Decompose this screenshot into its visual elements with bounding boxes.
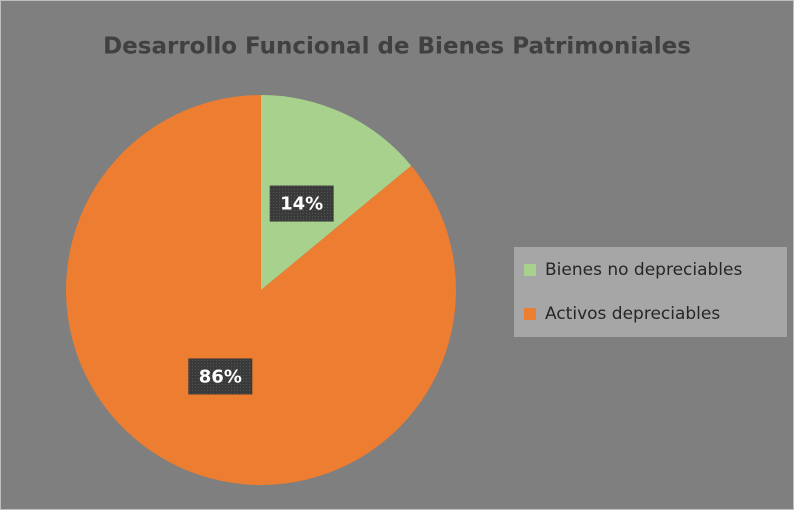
data-label: 86% [199,366,242,387]
data-label-box [269,185,334,222]
pie-slice [66,95,457,485]
legend-swatch [524,308,536,320]
data-label-box [188,358,253,395]
data-label: 14% [280,194,323,215]
chart-title: Desarrollo Funcional de Bienes Patrimoni… [103,34,691,60]
pie-slice [261,95,412,290]
legend-label: Activos depreciables [545,304,720,324]
legend-box [514,247,787,337]
legend-label: Bienes no depreciables [545,260,742,280]
legend-swatch [524,264,536,276]
